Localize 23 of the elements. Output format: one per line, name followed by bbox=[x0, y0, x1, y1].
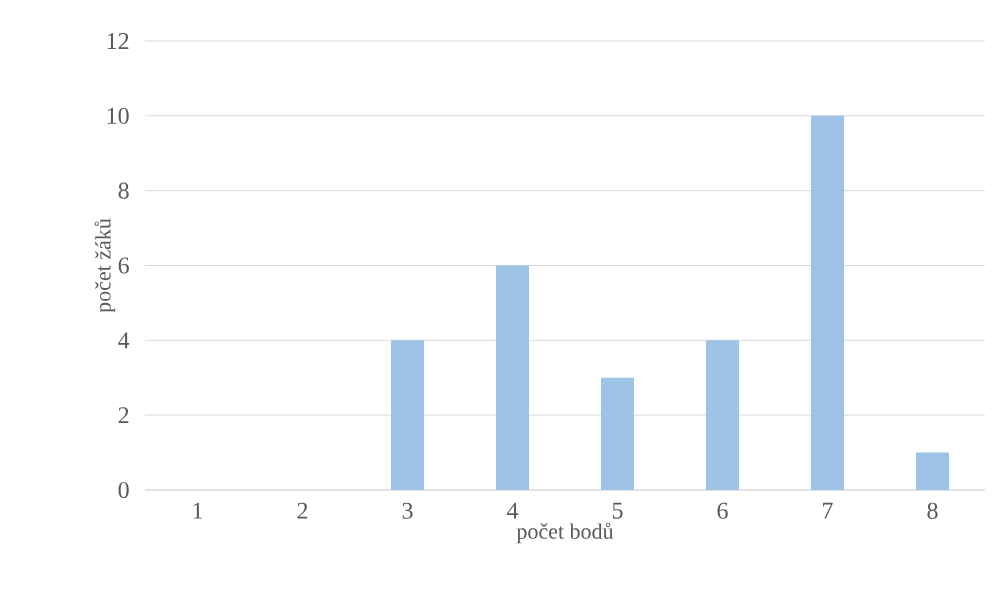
x-tick-label: 5 bbox=[612, 502, 623, 519]
bar bbox=[915, 452, 949, 490]
y-tick-label: 2 bbox=[118, 407, 129, 424]
x-axis-title: počet bodů bbox=[516, 522, 614, 544]
x-tick-label: 6 bbox=[717, 502, 728, 519]
bar bbox=[706, 340, 739, 490]
x-tick-label: 1 bbox=[193, 502, 203, 519]
bar bbox=[601, 377, 634, 490]
x-tick-label: 2 bbox=[297, 502, 308, 519]
y-axis-title: počet žáků bbox=[94, 218, 116, 313]
x-tick-label: 7 bbox=[823, 502, 833, 519]
y-tick-label: 10 bbox=[107, 107, 129, 124]
y-tick-label: 0 bbox=[118, 481, 129, 499]
y-tick-label: 8 bbox=[118, 182, 129, 199]
y-tick-label: 12 bbox=[107, 33, 129, 49]
y-tick-label: 6 bbox=[118, 257, 129, 274]
y-tick-label: 4 bbox=[118, 332, 130, 349]
bar bbox=[810, 115, 844, 490]
bar bbox=[496, 265, 529, 490]
bar bbox=[391, 340, 424, 490]
x-tick-label: 8 bbox=[927, 502, 938, 519]
x-tick-label: 4 bbox=[506, 502, 519, 519]
x-tick-label: 3 bbox=[402, 502, 413, 519]
